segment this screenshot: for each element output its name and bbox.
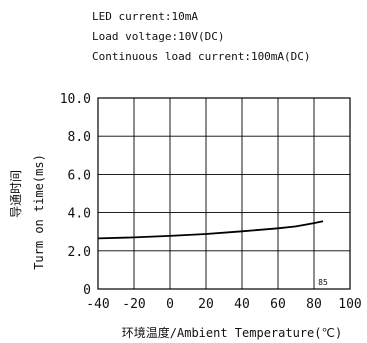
y-axis-label-cn: 导通时间 [9,170,23,218]
y-tick-label-3: 6.0 [68,168,91,183]
x-tick-label-0: -40 [86,297,109,312]
x-tick-labels: -40 -20 0 20 40 60 80 100 [86,297,361,312]
x-tick-label-6: 80 [306,297,322,312]
x-tick-label-7: 100 [338,297,361,312]
condition-continuous-load-current: Continuous load current:100mA(DC) [92,50,311,63]
y-axis-label-en: Turm on time(ms) [32,154,46,270]
x-axis-label: 环境温度/Ambient Temperature(℃) [122,325,342,340]
x-tick-label-2: 0 [166,297,174,312]
series-line [97,220,324,240]
condition-load-voltage: Load voltage:10V(DC) [92,30,225,43]
y-tick-label-5: 10.0 [60,92,91,107]
condition-led-current: LED current:10mA [92,10,198,23]
x-tick-label-3: 20 [198,297,214,312]
chart-grid [98,98,350,289]
y-tick-label-1: 2.0 [68,245,91,260]
y-tick-label-0: 0 [83,283,91,298]
x-tick-label-1: -20 [122,297,145,312]
annotation-85: 85 [318,278,328,287]
y-tick-label-4: 8.0 [68,130,91,145]
y-tick-labels: 0 2.0 4.0 6.0 8.0 10.0 [60,92,91,298]
x-tick-label-4: 40 [234,297,250,312]
y-tick-label-2: 4.0 [68,207,91,222]
plot-frame [97,97,351,290]
x-tick-label-5: 60 [270,297,286,312]
